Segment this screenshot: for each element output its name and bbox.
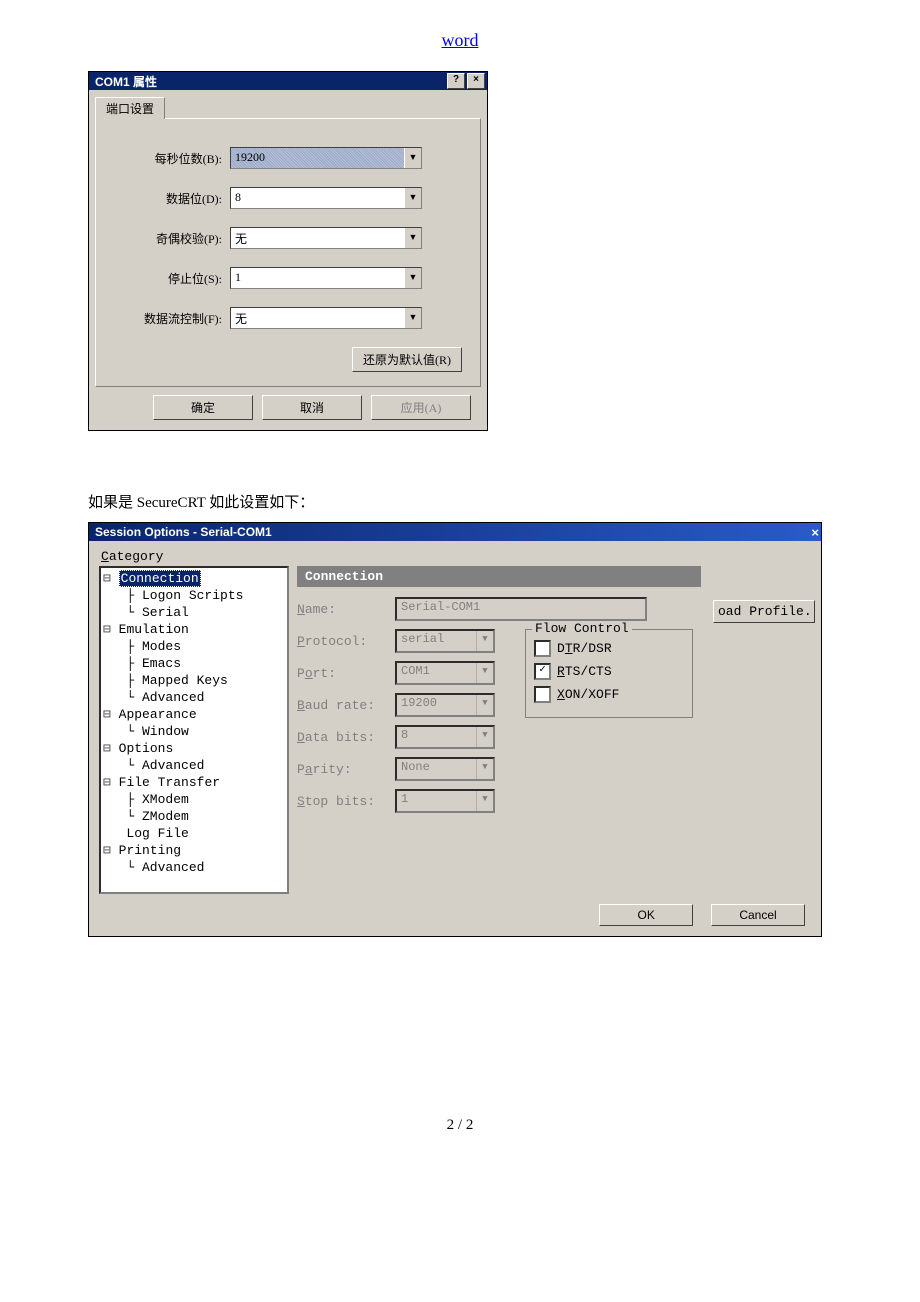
session-options-dialog: Session Options - Serial-COM1 × Category… [88,522,822,937]
baud-label: Baud rate: [297,698,395,713]
chevron-down-icon[interactable]: ▼ [404,268,421,288]
chevron-down-icon: ▼ [476,759,493,779]
connection-panel-header: Connection [297,566,701,587]
baud-label: 每秒位数(B): [114,150,222,167]
chevron-down-icon[interactable]: ▼ [404,148,421,168]
protocol-label: Protocol: [297,634,395,649]
flow-control-group: Flow Control DTR/DSR RTS/CTS [525,629,693,718]
ok-button[interactable]: 确定 [153,395,253,420]
cancel-button[interactable]: 取消 [262,395,362,420]
dlg1-titlebar: COM1 属性 ? × [89,72,487,90]
help-button[interactable]: ? [447,73,465,89]
parity-select[interactable]: None ▼ [395,757,495,781]
dlg2-titlebar: Session Options - Serial-COM1 × [89,523,821,541]
name-label: Name: [297,602,395,617]
category-tree[interactable]: ⊟ Connection ├ Logon Scripts └ Serial ⊟ … [99,566,289,894]
dlg1-title: COM1 属性 [91,73,445,90]
protocol-select[interactable]: serial ▼ [395,629,495,653]
parity-label: Parity: [297,762,395,777]
parity-select[interactable]: 无 ▼ [230,227,422,249]
category-label: Category [101,549,811,564]
dlg2-title: Session Options - Serial-COM1 [91,525,811,539]
close-button[interactable]: × [811,525,819,540]
data-bits-label: 数据位(D): [114,190,222,207]
page-footer: 2 / 2 [0,1117,920,1134]
cancel-button[interactable]: Cancel [711,904,805,926]
word-link[interactable]: word [442,30,479,50]
baud-select[interactable]: 19200 ▼ [395,693,495,717]
rts-checkbox[interactable] [534,663,551,680]
apply-button[interactable]: 应用(A) [371,395,471,420]
restore-defaults-button[interactable]: 还原为默认值(R) [352,347,462,372]
rts-label: RTS/CTS [557,664,612,679]
stop-bits-label: 停止位(S): [114,270,222,287]
flow-control-select[interactable]: 无 ▼ [230,307,422,329]
com1-properties-dialog: COM1 属性 ? × 端口设置 每秒位数(B): 19200 ▼ 数据位(D)… [88,71,488,431]
flow-control-label: 数据流控制(F): [114,310,222,327]
data-bits-select[interactable]: 8 ▼ [230,187,422,209]
port-label: Port: [297,666,395,681]
page-header: word [0,30,920,71]
tab-port-settings[interactable]: 端口设置 [95,97,165,119]
xon-label: XON/XOFF [557,687,619,702]
chevron-down-icon: ▼ [476,663,493,683]
port-settings-panel: 每秒位数(B): 19200 ▼ 数据位(D): 8 ▼ 奇偶校验(P): [95,118,481,387]
xon-checkbox[interactable] [534,686,551,703]
stopbits-label: Stop bits: [297,794,395,809]
close-button[interactable]: × [467,73,485,89]
name-input[interactable]: Serial-COM1 [395,597,647,621]
stopbits-select[interactable]: 1 ▼ [395,789,495,813]
dtr-checkbox[interactable] [534,640,551,657]
tree-item-connection[interactable]: Connection [119,570,201,587]
securecrt-caption: 如果是 SecureCRT 如此设置如下： [88,491,920,512]
chevron-down-icon: ▼ [476,695,493,715]
chevron-down-icon[interactable]: ▼ [404,308,421,328]
databits-label: Data bits: [297,730,395,745]
databits-select[interactable]: 8 ▼ [395,725,495,749]
chevron-down-icon: ▼ [476,791,493,811]
chevron-down-icon[interactable]: ▼ [404,188,421,208]
ok-button[interactable]: OK [599,904,693,926]
chevron-down-icon[interactable]: ▼ [404,228,421,248]
stop-bits-select[interactable]: 1 ▼ [230,267,422,289]
baud-select[interactable]: 19200 ▼ [230,147,422,169]
flow-control-legend: Flow Control [532,621,632,636]
parity-label: 奇偶校验(P): [114,230,222,247]
dtr-label: DTR/DSR [557,641,612,656]
chevron-down-icon: ▼ [476,631,493,651]
port-select[interactable]: COM1 ▼ [395,661,495,685]
chevron-down-icon: ▼ [476,727,493,747]
